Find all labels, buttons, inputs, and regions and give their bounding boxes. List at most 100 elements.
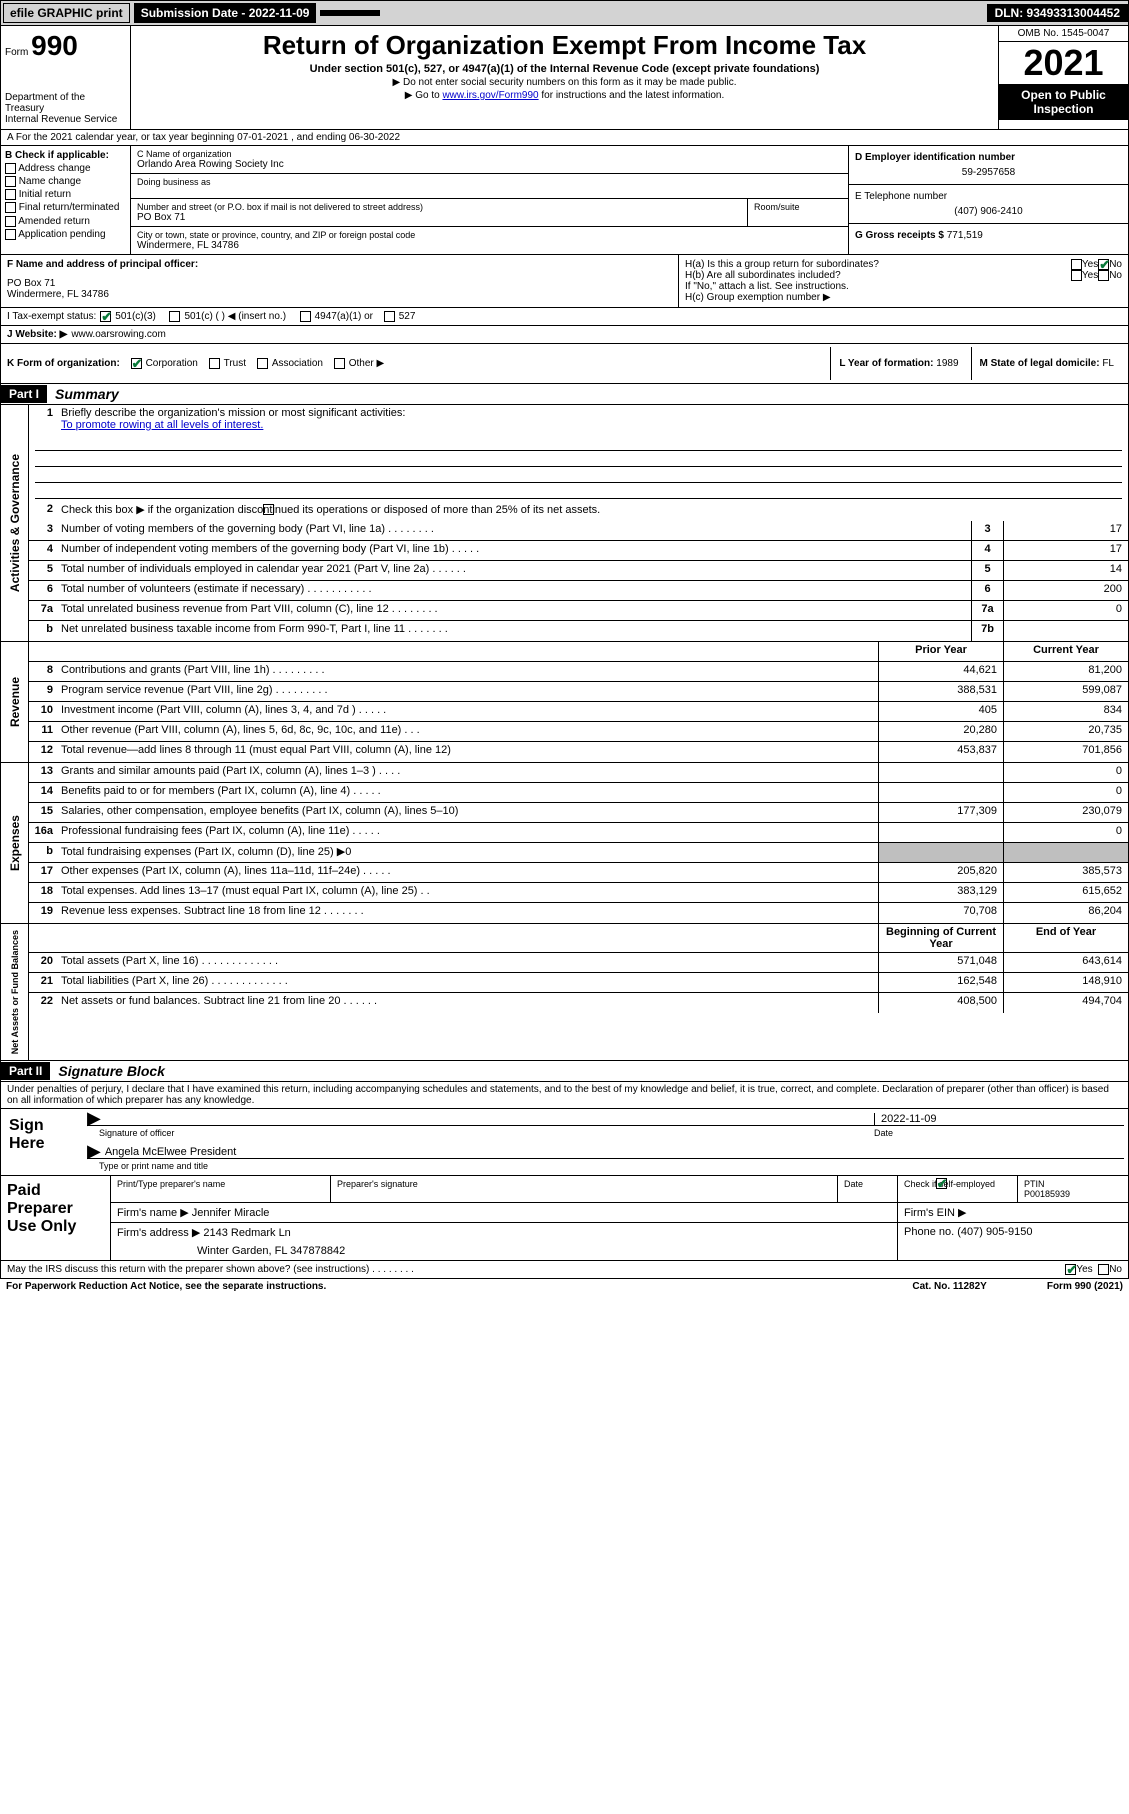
form-id-cell: Form 990 Department of the Treasury Inte…	[1, 26, 131, 129]
sig-officer-label: Signature of officer	[99, 1128, 874, 1138]
hb-note: If "No," attach a list. See instructions…	[685, 281, 1122, 292]
chk-501c3[interactable]	[100, 311, 111, 322]
summary-line: 21Total liabilities (Part X, line 26) . …	[29, 973, 1128, 993]
date-label: Date	[874, 1128, 1124, 1138]
period-text: A For the 2021 calendar year, or tax yea…	[7, 132, 400, 143]
pt-sig-label: Preparer's signature	[331, 1176, 838, 1202]
cat-no: Cat. No. 11282Y	[912, 1281, 986, 1292]
dba-label: Doing business as	[137, 177, 842, 187]
pra-notice: For Paperwork Reduction Act Notice, see …	[6, 1281, 326, 1292]
mission-label: Briefly describe the organization's miss…	[61, 407, 405, 419]
submission-date-button[interactable]: Submission Date - 2022-11-09	[134, 3, 317, 23]
col-beginning: Beginning of Current Year	[878, 924, 1003, 952]
firm-addr2: Winter Garden, FL 347878842	[117, 1239, 891, 1257]
dln-label: DLN: 93493313004452	[987, 4, 1128, 22]
summary-line: 7aTotal unrelated business revenue from …	[29, 601, 1128, 621]
ha-no-checkbox[interactable]	[1098, 259, 1109, 270]
open-inspection: Open to Public Inspection	[999, 84, 1128, 120]
summary-line: 9Program service revenue (Part VIII, lin…	[29, 682, 1128, 702]
box-b-label: B Check if applicable:	[5, 150, 126, 161]
summary-line: bTotal fundraising expenses (Part IX, co…	[29, 843, 1128, 863]
part1-header: Part I	[1, 385, 47, 403]
row-f-h: F Name and address of principal officer:…	[0, 255, 1129, 308]
chk-name[interactable]: Name change	[5, 176, 126, 187]
firm-ein-label: Firm's EIN ▶	[898, 1203, 1128, 1222]
city-value: Windermere, FL 34786	[137, 240, 842, 251]
city-label: City or town, state or province, country…	[137, 230, 842, 240]
officer-label: F Name and address of principal officer:	[7, 259, 672, 270]
ha-label: H(a) Is this a group return for subordin…	[685, 259, 1071, 270]
chk-self-employed[interactable]	[936, 1178, 947, 1189]
discuss-row: May the IRS discuss this return with the…	[0, 1261, 1129, 1279]
part2-title: Signature Block	[50, 1061, 173, 1081]
vlabel-governance: Activities & Governance	[6, 448, 24, 598]
chk-address[interactable]: Address change	[5, 163, 126, 174]
summary-line: 16aProfessional fundraising fees (Part I…	[29, 823, 1128, 843]
summary-line: 18Total expenses. Add lines 13–17 (must …	[29, 883, 1128, 903]
chk-amended[interactable]: Amended return	[5, 216, 126, 227]
gross-label: G Gross receipts $	[855, 230, 944, 241]
summary-line: 8Contributions and grants (Part VIII, li…	[29, 662, 1128, 682]
form-number: 990	[31, 30, 78, 61]
summary-line: 19Revenue less expenses. Subtract line 1…	[29, 903, 1128, 923]
tax-year: 2021	[999, 42, 1128, 84]
name-title-label: Type or print name and title	[99, 1161, 1124, 1171]
period-row: A For the 2021 calendar year, or tax yea…	[0, 130, 1129, 146]
irs-label: Internal Revenue Service	[5, 114, 126, 125]
room-label: Room/suite	[754, 202, 842, 212]
hc-label: H(c) Group exemption number ▶	[685, 292, 1122, 303]
chk-initial[interactable]: Initial return	[5, 189, 126, 200]
discuss-yes-checkbox[interactable]	[1065, 1264, 1076, 1275]
ein-value: 59-2957658	[855, 163, 1122, 178]
omb-number: OMB No. 1545-0047	[999, 26, 1128, 42]
efile-print-button[interactable]: efile GRAPHIC print	[3, 3, 130, 23]
summary-line: 10Investment income (Part VIII, column (…	[29, 702, 1128, 722]
phone-value: (407) 906-2410	[855, 202, 1122, 217]
summary-line: 13Grants and similar amounts paid (Part …	[29, 763, 1128, 783]
form-title: Return of Organization Exempt From Incom…	[135, 30, 994, 61]
street-label: Number and street (or P.O. box if mail i…	[137, 202, 741, 212]
phone-label: E Telephone number	[855, 191, 1122, 202]
sig-date-value: 2022-11-09	[874, 1113, 1124, 1125]
firm-name: Jennifer Miracle	[192, 1207, 270, 1219]
j-label: J Website: ▶	[7, 329, 67, 340]
summary-line: 3Number of voting members of the governi…	[29, 521, 1128, 541]
summary-line: 4Number of independent voting members of…	[29, 541, 1128, 561]
summary-line: bNet unrelated business taxable income f…	[29, 621, 1128, 641]
pt-date-label: Date	[838, 1176, 898, 1202]
box-deg: D Employer identification number 59-2957…	[848, 146, 1128, 254]
box-h: H(a) Is this a group return for subordin…	[678, 255, 1128, 307]
row-j: J Website: ▶ www.oarsrowing.com	[0, 326, 1129, 344]
summary-line: 20Total assets (Part X, line 16) . . . .…	[29, 953, 1128, 973]
chk-pending[interactable]: Application pending	[5, 229, 126, 240]
summary-line: 12Total revenue—add lines 8 through 11 (…	[29, 742, 1128, 762]
summary-line: 17Other expenses (Part IX, column (A), l…	[29, 863, 1128, 883]
firm-phone: (407) 905-9150	[957, 1226, 1032, 1238]
street-value: PO Box 71	[137, 212, 741, 223]
pt-name-label: Print/Type preparer's name	[111, 1176, 331, 1202]
chk-final[interactable]: Final return/terminated	[5, 202, 126, 213]
vlabel-revenue: Revenue	[6, 671, 24, 733]
form-prefix: Form	[5, 47, 28, 58]
officer-addr2: Windermere, FL 34786	[7, 289, 672, 300]
pt-check-label: Check if self-employed	[898, 1176, 1018, 1202]
year-cell: OMB No. 1545-0047 2021 Open to Public In…	[998, 26, 1128, 129]
irs-link[interactable]: www.irs.gov/Form990	[442, 90, 538, 101]
summary-line: 11Other revenue (Part VIII, column (A), …	[29, 722, 1128, 742]
paid-preparer-label: Paid Preparer Use Only	[1, 1176, 111, 1260]
top-toolbar: efile GRAPHIC print Submission Date - 20…	[0, 0, 1129, 26]
form-footer: Form 990 (2021)	[1047, 1281, 1123, 1292]
declaration-text: Under penalties of perjury, I declare th…	[1, 1082, 1128, 1108]
officer-name-title: Angela McElwee President	[105, 1146, 1124, 1158]
hb-label: H(b) Are all subordinates included?	[685, 270, 1071, 281]
officer-addr1: PO Box 71	[7, 278, 672, 289]
chk-corp[interactable]	[131, 358, 142, 369]
org-name: Orlando Area Rowing Society Inc	[137, 159, 842, 170]
chk-discontinued[interactable]	[263, 504, 274, 515]
part-1: Part I Summary Activities & Governance 1…	[0, 384, 1129, 1061]
title-cell: Return of Organization Exempt From Incom…	[131, 26, 998, 129]
col-end: End of Year	[1003, 924, 1128, 952]
discuss-text: May the IRS discuss this return with the…	[7, 1264, 1065, 1275]
ptin-label: PTIN	[1024, 1179, 1045, 1189]
firm-addr1: 2143 Redmark Ln	[203, 1227, 290, 1239]
